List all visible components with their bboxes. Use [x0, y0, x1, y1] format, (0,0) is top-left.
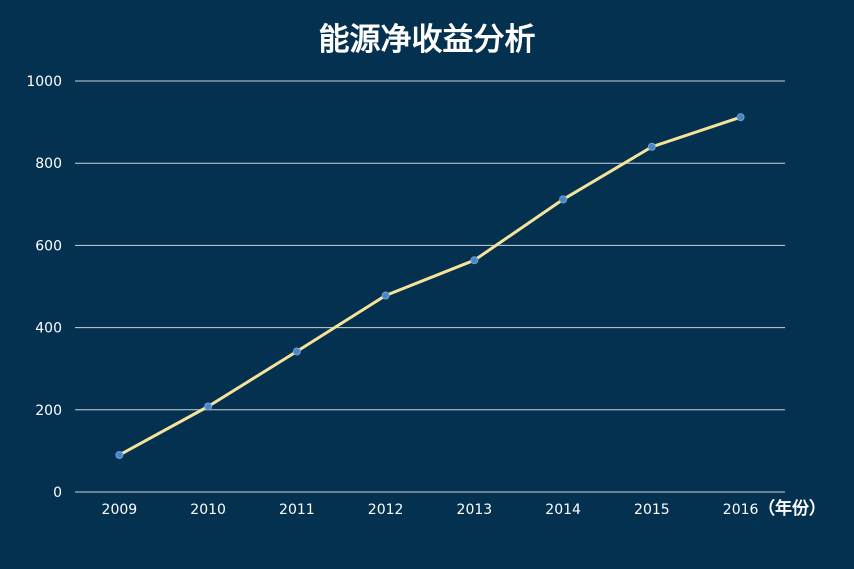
x-axis-label: （年份）	[758, 498, 826, 519]
x-tick-label: 2012	[368, 502, 404, 518]
chart-title: 能源净收益分析	[319, 22, 536, 58]
data-point	[381, 291, 390, 300]
data-point	[647, 142, 656, 151]
data-point	[559, 195, 568, 204]
y-tick-label: 0	[53, 485, 62, 501]
x-tick-label: 2015	[634, 502, 670, 518]
y-tick-label: 800	[35, 156, 62, 172]
y-tick-label: 200	[35, 403, 62, 419]
x-tick-label: 2013	[457, 502, 493, 518]
data-point	[204, 402, 213, 411]
x-tick-label: 2014	[545, 502, 581, 518]
series-line	[117, 115, 743, 457]
data-point	[292, 347, 301, 356]
grid-layer	[75, 80, 785, 493]
y-axis: 0 200 400 600 800 1000	[26, 74, 62, 501]
y-tick-label: 400	[35, 321, 62, 337]
x-tick-label: 2010	[190, 502, 226, 518]
data-point	[470, 256, 479, 265]
x-tick-label: 2016	[723, 502, 759, 518]
series-layer	[115, 113, 745, 460]
x-tick-label: 2009	[102, 502, 138, 518]
y-tick-label: 600	[35, 238, 62, 254]
x-axis: 2009 2010 2011 2012 2013 2014 2015 2016	[102, 502, 759, 518]
y-tick-label: 1000	[26, 74, 62, 90]
x-tick-label: 2011	[279, 502, 315, 518]
data-point	[115, 451, 124, 460]
data-point	[736, 113, 745, 122]
